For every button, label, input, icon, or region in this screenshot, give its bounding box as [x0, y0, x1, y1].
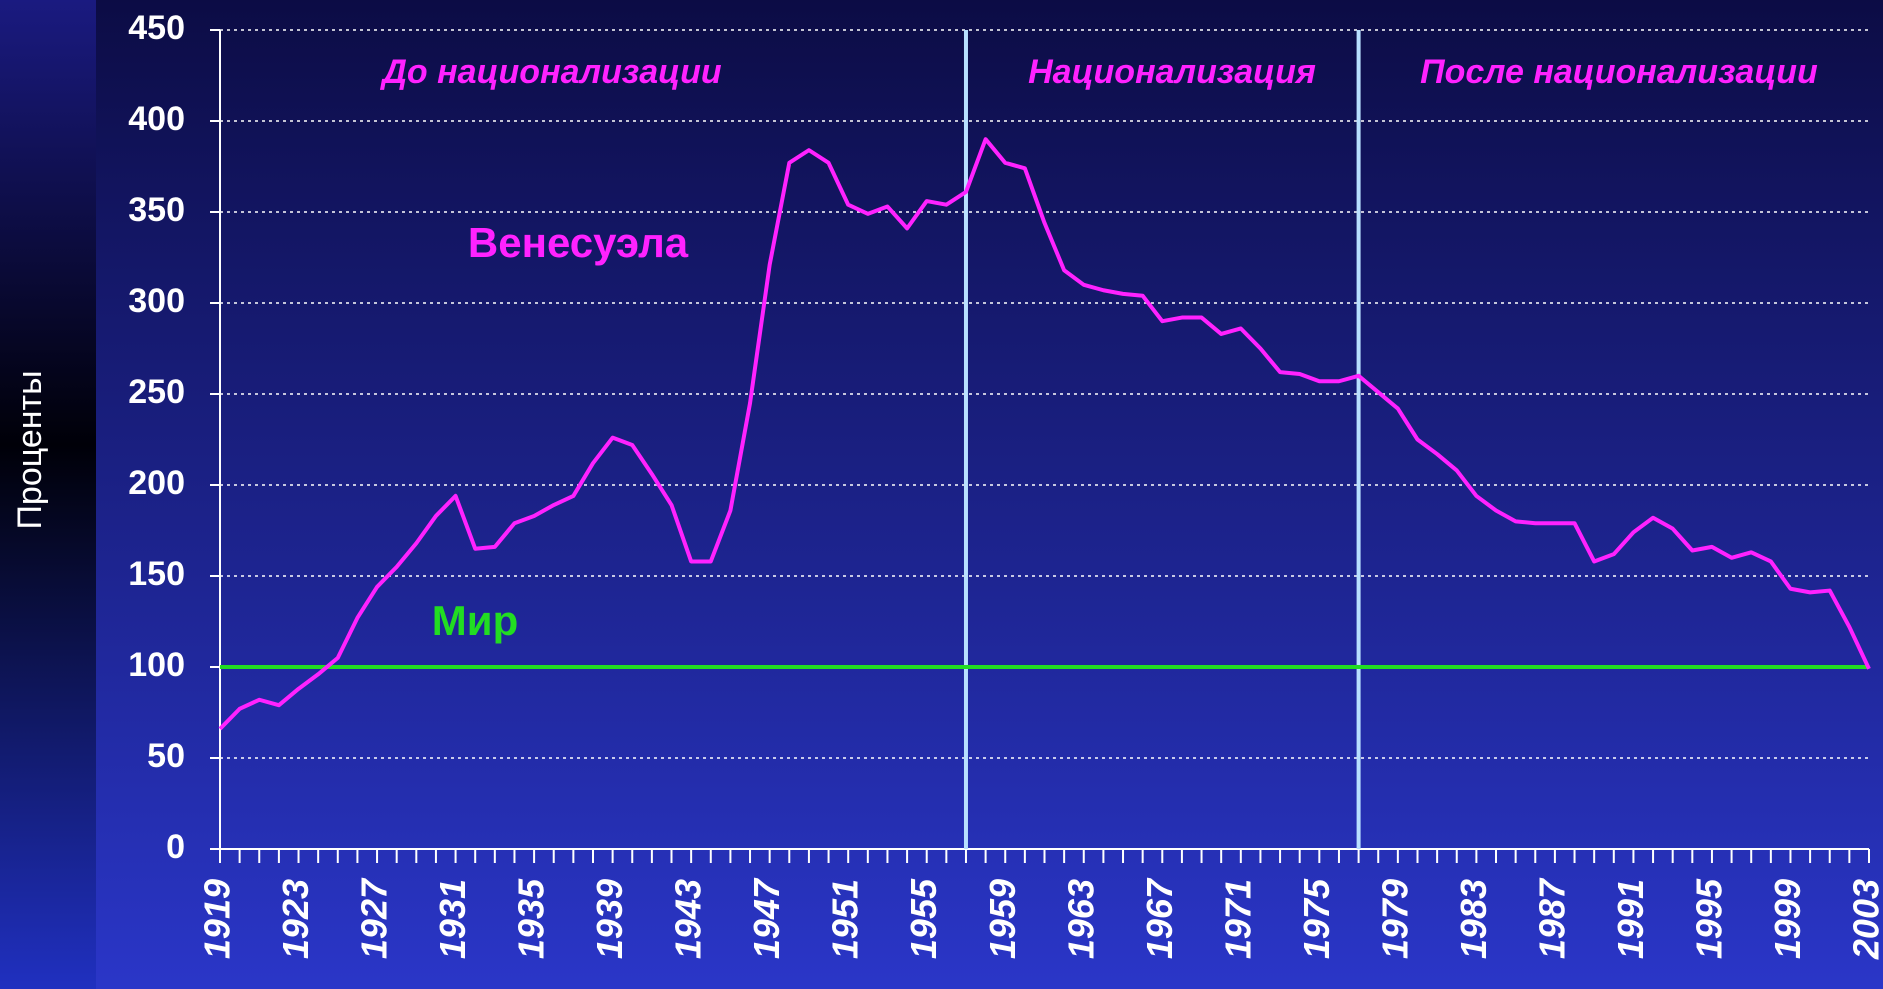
- x-tick-label: 1955: [903, 878, 944, 959]
- x-tick-label: 1971: [1217, 879, 1258, 959]
- x-tick-label: 1963: [1060, 879, 1101, 959]
- series-label: Мир: [432, 597, 518, 644]
- x-tick-label: 1995: [1688, 878, 1729, 959]
- period-label: До национализации: [379, 53, 721, 91]
- x-tick-label: 1927: [354, 877, 395, 959]
- y-tick-label: 100: [128, 646, 185, 684]
- y-axis-label: Проценты: [11, 370, 49, 529]
- x-tick-label: 1935: [511, 878, 552, 959]
- y-tick-label: 200: [128, 464, 185, 502]
- x-tick-label: 1923: [275, 879, 316, 959]
- side-band: [0, 0, 96, 989]
- period-label: Национализация: [1028, 53, 1316, 91]
- x-tick-label: 1959: [982, 879, 1023, 959]
- y-tick-label: 450: [128, 9, 185, 47]
- series-line: [218, 137, 1871, 731]
- x-tick-label: 1943: [668, 879, 709, 959]
- period-label: После национализации: [1420, 53, 1818, 91]
- x-tick-label: 1951: [825, 879, 866, 959]
- y-tick-label: 350: [128, 191, 185, 229]
- y-tick-label: 300: [128, 282, 185, 320]
- x-tick-label: 1987: [1531, 877, 1572, 959]
- x-tick-label: 1999: [1767, 879, 1808, 959]
- y-tick-label: 250: [128, 373, 185, 411]
- x-tick-label: 1983: [1453, 879, 1494, 959]
- x-tick-label: 1979: [1374, 879, 1415, 959]
- x-tick-label: 1939: [589, 879, 630, 959]
- x-tick-label: 1947: [746, 877, 787, 959]
- y-tick-label: 0: [166, 828, 185, 866]
- series-label: Венесуэла: [468, 219, 689, 266]
- y-tick-label: 150: [128, 555, 185, 593]
- x-tick-label: 1967: [1139, 877, 1180, 959]
- x-tick-label: 2003: [1846, 879, 1883, 960]
- y-tick-label: 50: [147, 737, 185, 775]
- x-tick-label: 1919: [197, 879, 238, 959]
- x-tick-label: 1991: [1610, 879, 1651, 959]
- x-tick-label: 1931: [432, 879, 473, 959]
- y-tick-label: 400: [128, 100, 185, 138]
- x-tick-label: 1975: [1296, 878, 1337, 959]
